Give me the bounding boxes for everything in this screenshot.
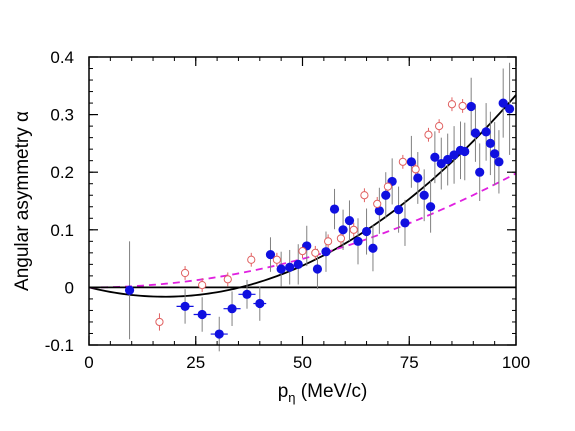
data-point-open [458, 101, 467, 111]
data-point-filled [393, 205, 404, 215]
data-point-filled [490, 149, 500, 159]
y-tick-label: 0 [65, 278, 74, 297]
data-point-open [298, 247, 307, 256]
data-point-open [223, 275, 232, 284]
data-point-filled [227, 304, 237, 314]
data-point-filled [449, 150, 459, 160]
y-axis-label: Angular asymmetry α [12, 111, 33, 291]
y-tick-label: 0.2 [50, 163, 74, 182]
x-tick-label: 50 [293, 353, 312, 372]
y-tick-label: 0.3 [50, 106, 74, 125]
data-point-filled [338, 225, 348, 235]
data-point-filled [374, 206, 384, 216]
data-point-filled [321, 247, 331, 257]
data-point-filled [466, 101, 476, 112]
data-point-open [324, 237, 333, 246]
data-point-open [360, 191, 369, 200]
y-tick-label: -0.1 [45, 336, 74, 355]
data-point-filled [485, 138, 495, 148]
data-point-open [447, 100, 457, 109]
x-tick-label: 100 [502, 353, 530, 372]
data-point-open [373, 199, 382, 208]
data-point-filled [180, 301, 190, 312]
data-point-filled [214, 329, 224, 339]
data-point-filled [430, 152, 440, 162]
data-point-filled [255, 298, 265, 309]
data-point-filled [329, 204, 340, 214]
data-point-filled [470, 128, 481, 138]
data-point-filled [426, 202, 436, 212]
data-point-filled [475, 167, 485, 177]
data-point-open [398, 157, 407, 166]
data-point-filled [419, 190, 429, 200]
data-point-filled [400, 218, 410, 228]
data-point-open [155, 317, 164, 327]
data-point-filled [460, 146, 470, 157]
y-tick-label: 0.4 [50, 48, 74, 67]
data-point-filled [381, 190, 391, 200]
data-point-filled [413, 173, 423, 183]
data-point-open [272, 255, 281, 264]
x-tick-label: 75 [400, 353, 419, 372]
data-point-filled [494, 157, 504, 167]
data-point-open [336, 234, 346, 243]
data-point-open [247, 255, 256, 264]
data-point-filled [504, 104, 515, 114]
data-point-filled [124, 285, 135, 295]
data-point-open [383, 182, 392, 191]
dashed-curve [88, 172, 517, 289]
data-point-filled [353, 236, 363, 246]
data-point-open [311, 248, 320, 257]
data-point-filled [498, 98, 508, 108]
data-point-filled [443, 154, 453, 165]
data-point-open [180, 268, 190, 278]
x-tick-label: 25 [186, 353, 205, 372]
data-point-filled [312, 264, 323, 274]
x-tick-label: 0 [84, 353, 93, 372]
data-point-filled [242, 289, 252, 299]
data-point-open [198, 280, 207, 290]
data-point-filled [265, 249, 276, 260]
markers-group [124, 98, 515, 339]
data-point-filled [293, 259, 303, 269]
data-point-filled [197, 309, 207, 320]
data-point-open [435, 122, 444, 131]
data-point-open [424, 130, 433, 139]
y-tick-label: 0.1 [50, 221, 74, 240]
data-point-filled [368, 243, 378, 253]
data-point-open [349, 225, 358, 234]
fit-curve [88, 94, 517, 298]
data-point-filled [276, 264, 286, 274]
data-point-filled [406, 157, 416, 167]
ticks-group: 0 25 50 75 100 -0.1 0 0.1 0.2 0.3 0.4 [45, 48, 530, 372]
data-point-filled [481, 127, 491, 137]
data-point-filled [344, 215, 355, 226]
data-point-filled [361, 226, 372, 237]
curves-group [88, 94, 517, 298]
data-point-open [411, 165, 420, 174]
data-point-filled [285, 262, 295, 272]
x-axis-label: pη (MeV/c) [278, 381, 368, 405]
